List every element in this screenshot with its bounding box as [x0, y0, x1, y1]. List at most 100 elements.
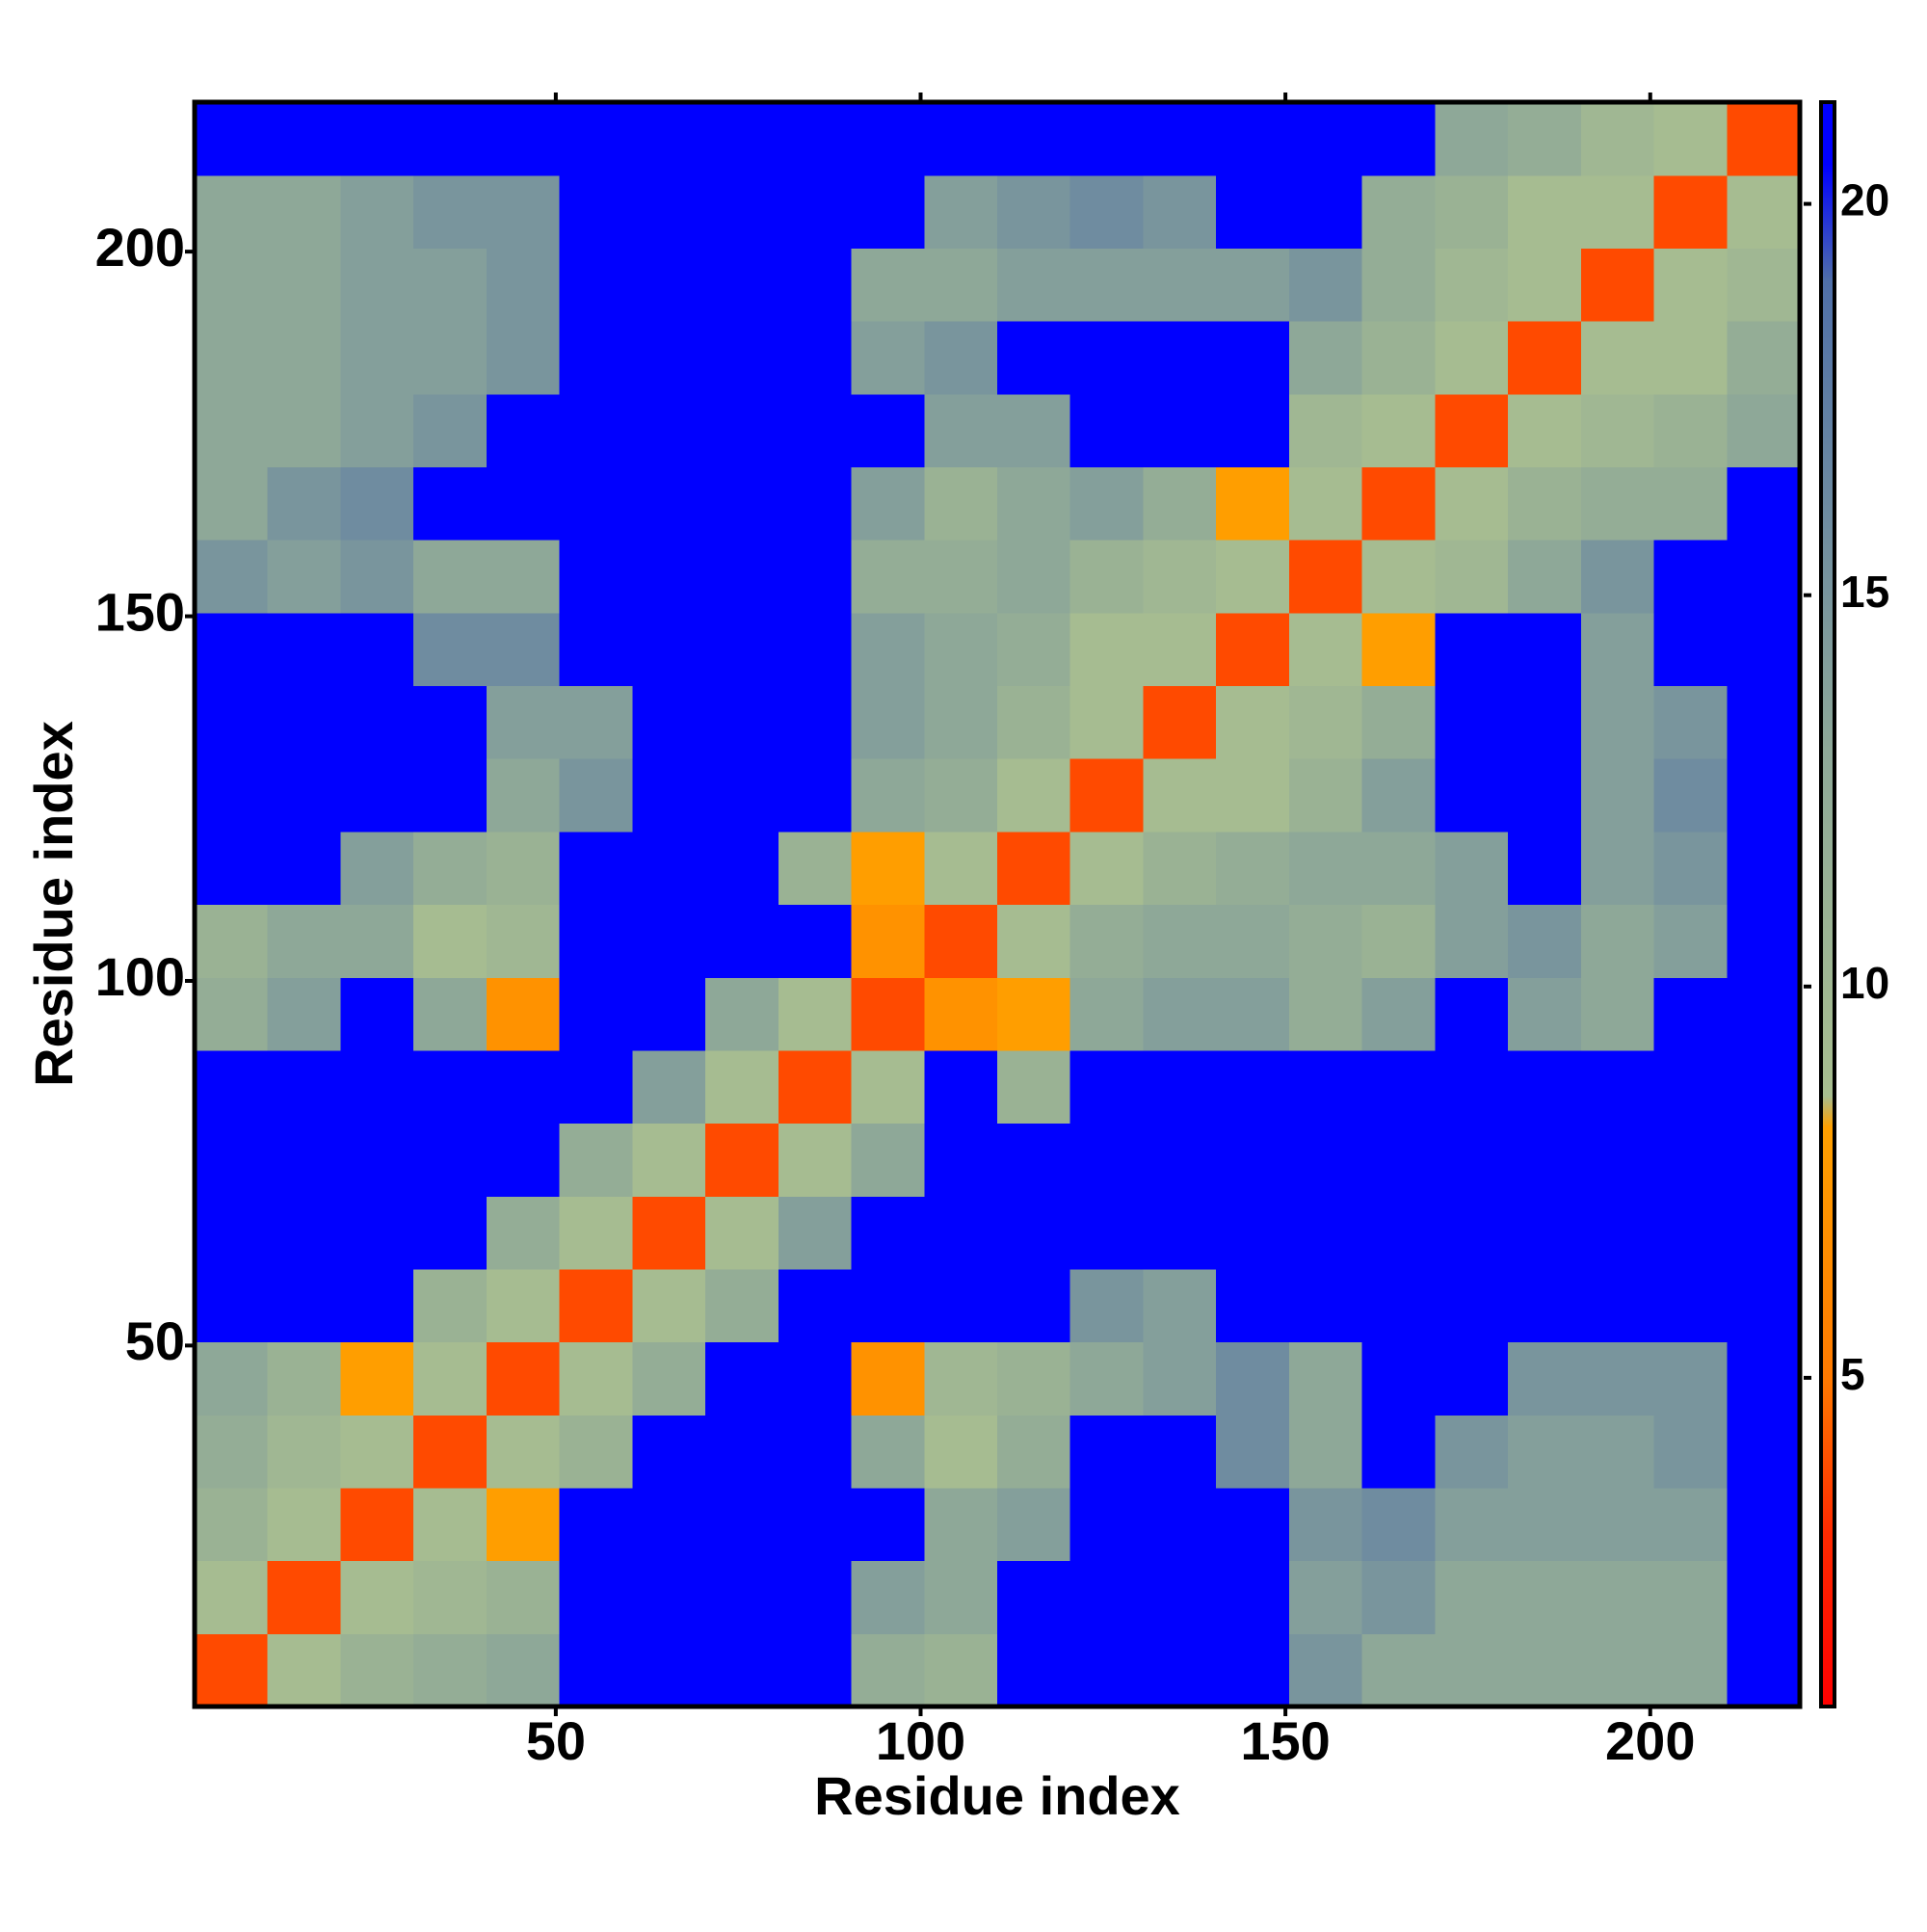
heatmap-cell: [1288, 612, 1363, 687]
heatmap-cell: [1435, 685, 1509, 759]
heatmap-cell: [1288, 1633, 1363, 1707]
heatmap-cell: [997, 1123, 1071, 1197]
heatmap-cell: [997, 540, 1071, 614]
heatmap-cell: [1361, 1049, 1436, 1125]
heatmap-cell: [1653, 1196, 1728, 1270]
heatmap-cell: [924, 1123, 998, 1197]
heatmap-cell: [705, 393, 779, 468]
heatmap-cell: [997, 174, 1071, 249]
heatmap-cell: [1580, 1415, 1655, 1489]
heatmap-cell: [924, 977, 998, 1051]
heatmap-cell: [705, 248, 779, 322]
heatmap-cell: [340, 685, 414, 759]
heatmap-cell: [413, 685, 488, 759]
heatmap-cell: [997, 977, 1071, 1051]
heatmap-cell: [632, 685, 706, 759]
heatmap-cell: [778, 102, 853, 176]
heatmap-cell: [1288, 393, 1363, 468]
heatmap-cell: [486, 831, 561, 906]
x-tick-label: 150: [1240, 1710, 1330, 1771]
heatmap-cell: [559, 1560, 633, 1634]
heatmap-cell: [1435, 466, 1509, 541]
heatmap-cell: [486, 540, 561, 614]
heatmap-cell: [413, 758, 488, 833]
heatmap-cell: [195, 1415, 269, 1489]
heatmap-cell: [851, 758, 925, 833]
heatmap-cell: [1508, 904, 1582, 978]
heatmap-cell: [486, 466, 561, 541]
heatmap-cell: [1069, 831, 1145, 906]
heatmap-cell: [195, 758, 269, 833]
heatmap-cell: [195, 904, 269, 978]
heatmap-cell: [1143, 393, 1217, 468]
heatmap-cell: [1653, 1415, 1728, 1489]
heatmap-cell: [1508, 1341, 1582, 1416]
heatmap-cell: [340, 1633, 414, 1707]
heatmap-cell: [632, 102, 706, 176]
heatmap-cell: [340, 540, 414, 614]
heatmap-cell: [267, 174, 342, 249]
heatmap-cell: [1580, 1049, 1655, 1125]
heatmap-cell: [778, 466, 853, 541]
heatmap-cell: [1143, 685, 1217, 759]
heatmap-cell: [559, 758, 633, 833]
heatmap-cell: [1580, 1123, 1655, 1197]
heatmap-cell: [413, 1633, 488, 1707]
heatmap-cell: [413, 174, 488, 249]
heatmap-cell: [778, 1560, 853, 1634]
heatmap-cell: [1143, 174, 1217, 249]
heatmap-cell: [997, 321, 1071, 395]
heatmap-cell: [1580, 540, 1655, 614]
heatmap-cell: [632, 1341, 706, 1416]
heatmap-cell: [1653, 685, 1728, 759]
heatmap-cell: [1288, 466, 1363, 541]
heatmap-cell: [559, 1196, 633, 1270]
heatmap-cell: [1143, 321, 1217, 395]
heatmap-cell: [705, 831, 779, 906]
heatmap-cell: [1361, 1560, 1436, 1634]
heatmap-cell: [1069, 1487, 1145, 1562]
heatmap-cell: [1216, 466, 1290, 541]
heatmap-cell: [267, 977, 342, 1051]
heatmap-cell: [340, 1196, 414, 1270]
heatmap-cell: [486, 1487, 561, 1562]
heatmap-cell: [1653, 1123, 1728, 1197]
heatmap-cell: [924, 831, 998, 906]
heatmap-cells: [195, 102, 1801, 1707]
heatmap-cell: [1216, 1049, 1290, 1125]
heatmap-cell: [705, 1633, 779, 1707]
heatmap-cell: [559, 1123, 633, 1197]
heatmap-cell: [413, 612, 488, 687]
heatmap-cell: [1143, 466, 1217, 541]
heatmap-cell: [1288, 758, 1363, 833]
heatmap-cell: [267, 1341, 342, 1416]
heatmap-cell: [705, 1123, 779, 1197]
heatmap-cell: [1069, 1560, 1145, 1634]
plot-border: [192, 99, 1803, 1709]
heatmap-cell: [778, 758, 853, 833]
heatmap-cell: [705, 1560, 779, 1634]
heatmap-cell: [1435, 1268, 1509, 1343]
heatmap-cell: [1361, 1487, 1436, 1562]
heatmap-cell: [340, 1487, 414, 1562]
heatmap-cell: [632, 758, 706, 833]
heatmap-cell: [486, 612, 561, 687]
heatmap-cell: [632, 248, 706, 322]
heatmap-cell: [1216, 1560, 1290, 1634]
heatmap-cell: [1216, 758, 1290, 833]
heatmap-cell: [997, 904, 1071, 978]
heatmap-cell: [267, 612, 342, 687]
heatmap-cell: [1653, 393, 1728, 468]
heatmap-cell: [1580, 174, 1655, 249]
heatmap-cell: [851, 612, 925, 687]
heatmap-cell: [267, 685, 342, 759]
heatmap-cell: [340, 1268, 414, 1343]
heatmap-cell: [340, 758, 414, 833]
heatmap-cell: [924, 321, 998, 395]
heatmap-cell: [778, 1268, 853, 1343]
heatmap-cell: [997, 612, 1071, 687]
heatmap-cell: [1435, 321, 1509, 395]
heatmap-cell: [924, 1341, 998, 1416]
heatmap-cell: [1508, 102, 1582, 176]
